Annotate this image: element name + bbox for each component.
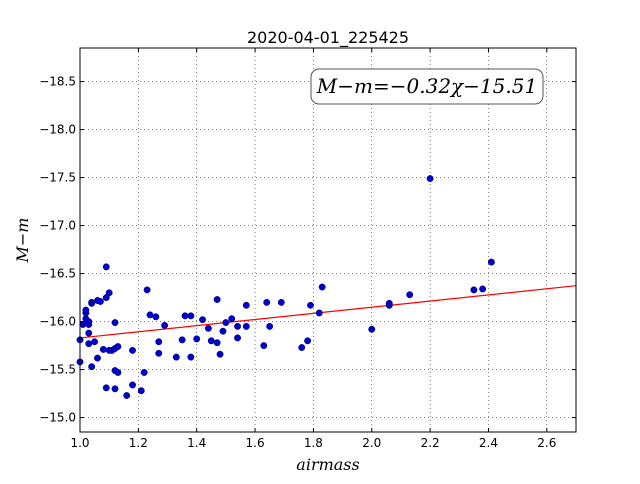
- x-tick-label: 1.2: [129, 436, 148, 450]
- data-point: [234, 334, 242, 342]
- x-tick-label: 1.8: [304, 436, 323, 450]
- data-point: [140, 369, 148, 376]
- y-tick-label: −17.5: [39, 171, 76, 185]
- fit-annotation: M−m=−0.32χ−15.51: [310, 68, 544, 105]
- data-point: [94, 354, 101, 362]
- data-point: [99, 345, 107, 353]
- y-tick-label: −18.0: [39, 123, 76, 137]
- data-point: [277, 298, 285, 306]
- ticks: 1.0 1.2 1.4 1.6 1.8 2.0 2.2 2.4 2.6 −15.0 −15.5 −16…: [39, 48, 576, 450]
- data-point: [406, 291, 414, 299]
- data-point: [304, 337, 312, 345]
- y-axis-label: M−m: [13, 218, 32, 264]
- annotation-box: [310, 68, 544, 105]
- data-point: [181, 312, 189, 320]
- data-point: [152, 313, 160, 321]
- data-point: [315, 309, 323, 317]
- data-point: [213, 296, 221, 303]
- data-point: [114, 343, 122, 351]
- plot-frame: [79, 47, 577, 433]
- data-point: [155, 349, 163, 357]
- data-point: [242, 301, 250, 309]
- data-point: [96, 297, 104, 305]
- data-point: [263, 298, 271, 306]
- data-point: [487, 258, 495, 266]
- data-point: [187, 353, 195, 361]
- fit-line: [79, 285, 577, 339]
- data-point: [137, 387, 145, 395]
- data-point: [88, 299, 96, 307]
- data-point: [102, 263, 110, 271]
- x-tick-label: 2.2: [421, 436, 440, 450]
- data-point: [88, 363, 96, 371]
- data-point: [213, 339, 221, 347]
- x-tick-label: 1.0: [70, 436, 89, 450]
- data-point: [216, 350, 224, 358]
- data-point: [111, 385, 119, 393]
- x-tick-label: 2.0: [362, 436, 381, 450]
- data-point: [385, 299, 393, 307]
- data-point: [123, 392, 131, 399]
- points-layer: [76, 175, 495, 399]
- data-point: [199, 316, 206, 324]
- data-point: [187, 312, 195, 320]
- data-point: [260, 342, 268, 350]
- y-tick-label: −15.5: [39, 363, 76, 377]
- data-point: [85, 318, 93, 326]
- data-point: [161, 321, 169, 329]
- data-point: [234, 322, 242, 330]
- data-point: [426, 175, 434, 183]
- y-tick-label: −17.0: [39, 219, 76, 233]
- data-point: [102, 384, 110, 392]
- x-tick-label: 1.4: [187, 436, 206, 450]
- data-point: [79, 321, 87, 328]
- data-point: [91, 338, 99, 346]
- data-point: [155, 338, 163, 346]
- fit-line-layer: [79, 285, 577, 339]
- data-point: [178, 336, 186, 344]
- data-point: [129, 346, 136, 354]
- y-tick-label: −18.5: [39, 75, 76, 89]
- y-tick-label: −15.0: [39, 411, 76, 425]
- grid: [79, 48, 576, 432]
- data-point: [307, 301, 314, 309]
- data-point: [85, 329, 93, 337]
- data-point: [85, 340, 93, 348]
- data-point: [368, 325, 376, 333]
- data-point: [114, 369, 122, 376]
- x-tick-label: 2.6: [537, 436, 556, 450]
- data-point: [470, 286, 478, 294]
- data-point: [298, 344, 306, 351]
- data-point: [266, 322, 274, 330]
- data-point: [111, 319, 119, 327]
- chart-title: 2020-04-01_225425: [247, 28, 409, 48]
- annotation-text: M−m=−0.32χ−15.51: [316, 74, 537, 98]
- data-point: [207, 337, 215, 345]
- data-point: [82, 306, 90, 314]
- x-axis-label: airmass: [296, 455, 359, 474]
- data-point: [242, 322, 250, 330]
- data-point: [146, 311, 154, 319]
- data-point: [219, 327, 227, 335]
- data-point: [318, 283, 326, 291]
- x-tick-label: 1.6: [246, 436, 265, 450]
- data-point: [105, 289, 113, 297]
- y-tick-label: −16.0: [39, 315, 76, 329]
- y-tick-label: −16.5: [39, 267, 76, 281]
- data-point: [222, 319, 230, 327]
- data-point: [228, 315, 236, 323]
- data-point: [129, 381, 136, 389]
- data-point: [479, 285, 487, 293]
- data-point: [193, 335, 201, 343]
- data-point: [143, 286, 151, 294]
- data-point: [204, 324, 212, 332]
- data-point: [172, 353, 180, 361]
- x-tick-label: 2.4: [479, 436, 498, 450]
